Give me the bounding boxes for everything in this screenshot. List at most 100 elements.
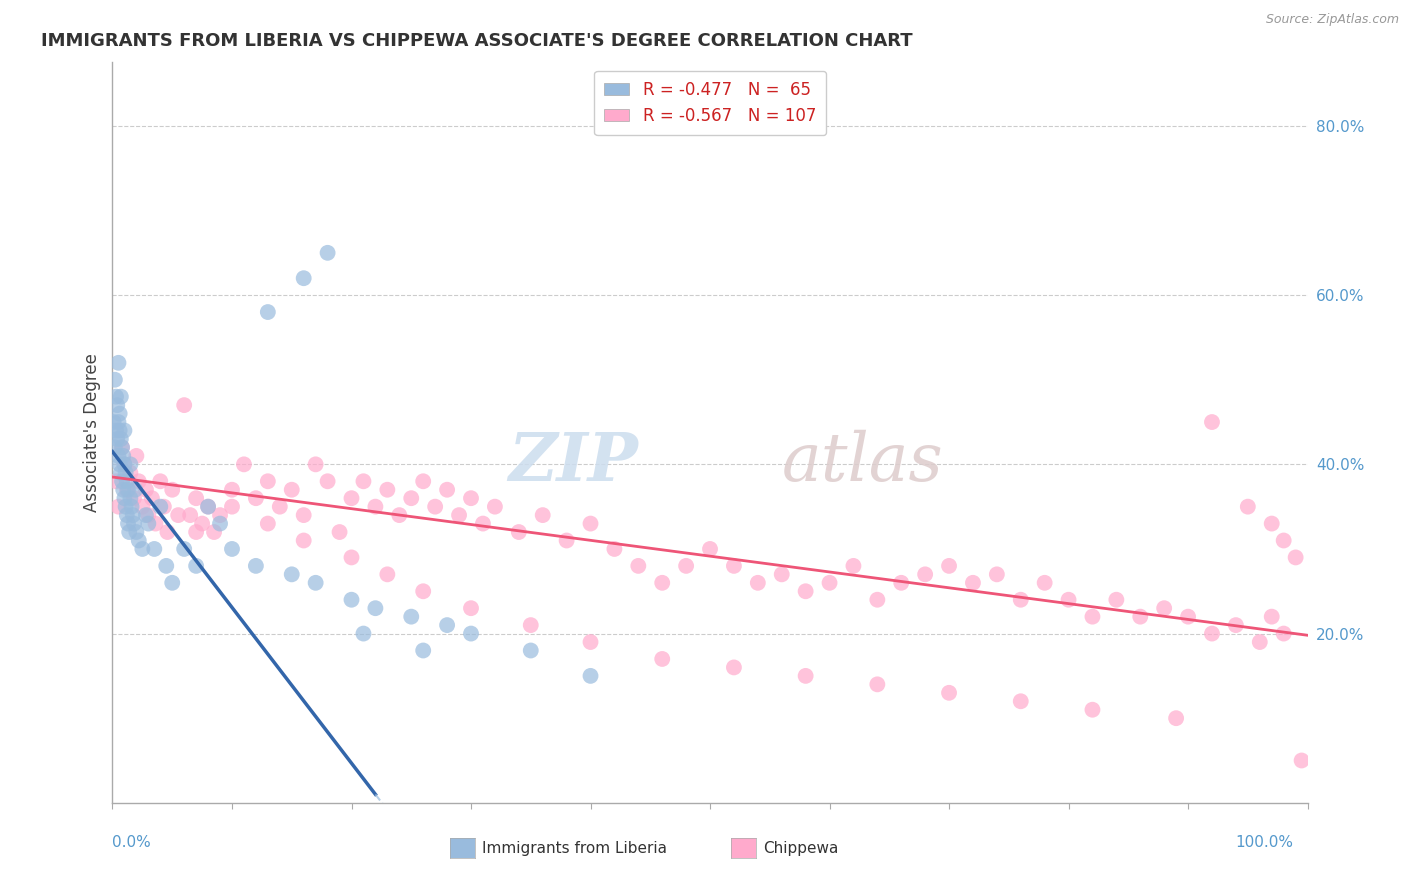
Point [1272, 626, 1295, 640]
Point [1285, 550, 1308, 565]
Point [292, 533, 315, 548]
Point [472, 516, 495, 531]
Point [191, 516, 214, 531]
Point [770, 567, 793, 582]
Point [866, 592, 889, 607]
Point [938, 558, 960, 573]
Point [114, 466, 136, 480]
Point [110, 432, 132, 446]
Point [436, 618, 458, 632]
Point [108, 458, 131, 472]
Point [112, 483, 135, 497]
Point [245, 558, 267, 573]
Point [508, 524, 530, 539]
Point [340, 592, 363, 607]
Point [1291, 754, 1313, 768]
Point [173, 398, 195, 412]
Point [377, 483, 399, 497]
Point [108, 407, 131, 421]
Point [131, 500, 153, 514]
Point [120, 491, 142, 506]
Point [125, 524, 148, 539]
Point [149, 500, 172, 514]
Point [117, 516, 139, 531]
Point [108, 424, 131, 438]
Point [579, 516, 602, 531]
Point [1010, 694, 1032, 708]
Point [162, 483, 183, 497]
Point [115, 475, 138, 489]
Point [257, 516, 280, 531]
Point [179, 508, 201, 522]
Point [114, 458, 135, 472]
Point [162, 575, 183, 590]
Point [202, 524, 225, 539]
Point [340, 550, 363, 565]
Point [962, 575, 984, 590]
Point [377, 567, 399, 582]
Point [257, 305, 280, 319]
Point [890, 575, 912, 590]
Point [111, 475, 134, 489]
Point [1177, 609, 1199, 624]
Point [699, 541, 721, 556]
Point [1237, 500, 1260, 514]
Point [257, 475, 280, 489]
Point [292, 508, 315, 522]
Point [103, 415, 125, 429]
Point [292, 271, 315, 285]
Point [352, 626, 374, 640]
Point [627, 558, 650, 573]
Text: 100.0%: 100.0% [1236, 836, 1294, 850]
Point [1201, 626, 1223, 640]
Point [125, 449, 148, 463]
Point [1166, 711, 1188, 725]
Point [388, 508, 411, 522]
Point [364, 601, 387, 615]
Point [153, 500, 176, 514]
Point [107, 356, 129, 370]
Legend: R = -0.477   N =  65, R = -0.567   N = 107: R = -0.477 N = 65, R = -0.567 N = 107 [595, 70, 825, 135]
Point [531, 508, 554, 522]
Point [120, 466, 142, 480]
Point [107, 415, 129, 429]
Point [1201, 415, 1223, 429]
Point [173, 541, 195, 556]
Point [209, 516, 232, 531]
Point [723, 660, 745, 674]
Point [675, 558, 697, 573]
Point [329, 524, 352, 539]
Point [114, 500, 136, 514]
Point [156, 524, 179, 539]
Point [104, 441, 127, 455]
Point [121, 508, 143, 522]
Point [914, 567, 936, 582]
Point [1225, 618, 1247, 632]
Point [105, 475, 128, 489]
Point [105, 424, 128, 438]
Point [138, 516, 160, 531]
Point [104, 373, 127, 387]
Point [121, 500, 143, 514]
Point [555, 533, 578, 548]
Point [460, 491, 482, 506]
Point [105, 398, 128, 412]
Point [425, 500, 447, 514]
Point [135, 508, 157, 522]
Point [167, 508, 190, 522]
Point [794, 584, 817, 599]
Text: ZIP: ZIP [509, 430, 638, 495]
Point [401, 491, 423, 506]
Text: 0.0%: 0.0% [112, 836, 152, 850]
Point [579, 635, 602, 649]
Point [107, 500, 129, 514]
Point [186, 558, 208, 573]
Point [579, 669, 602, 683]
Point [115, 508, 138, 522]
Point [120, 458, 142, 472]
Text: Source: ZipAtlas.com: Source: ZipAtlas.com [1265, 13, 1399, 27]
Point [484, 500, 506, 514]
Text: IMMIGRANTS FROM LIBERIA VS CHIPPEWA ASSOCIATE'S DEGREE CORRELATION CHART: IMMIGRANTS FROM LIBERIA VS CHIPPEWA ASSO… [41, 32, 912, 50]
Point [143, 541, 166, 556]
Point [155, 558, 177, 573]
